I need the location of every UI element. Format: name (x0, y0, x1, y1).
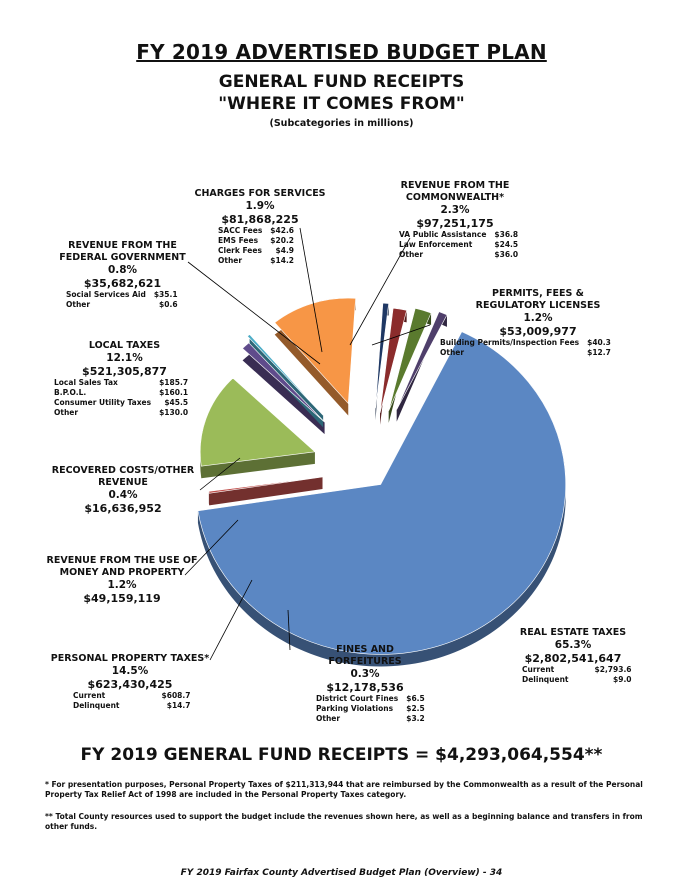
label-amount: $623,430,425 (87, 678, 173, 691)
label-name-2: REGULATORY LICENSES (475, 300, 601, 311)
pie-slice-revenue-from-the-use-of-money-and-property (242, 342, 325, 423)
label-amount: $49,159,119 (83, 592, 161, 605)
pie-slice-side (242, 342, 325, 435)
pie-slice-revenue-from-the-commonwealth (388, 307, 432, 412)
sub-table: District Court Fines $6.5 Parking Violati… (316, 694, 425, 723)
label-name: REAL ESTATE TAXES (519, 627, 627, 638)
label-name-1: REVENUE FROM THE USE OF (46, 555, 198, 566)
leader-line (187, 261, 321, 365)
label-name-2: COMMONWEALTH* (405, 192, 505, 203)
leader-line (209, 579, 253, 661)
label-name: CHARGES FOR SERVICES (194, 188, 326, 199)
label-charges-for-services: CHARGES FOR SERVICES 1.9% $81,868,225 SA… (190, 188, 330, 266)
sub-table: Building Permits/Inspection Fees $40.3 Ot… (440, 338, 611, 357)
label-recovered-costs: RECOVERED COSTS/OTHER REVENUE 0.4% $16,6… (48, 465, 198, 515)
label-amount: $16,636,952 (84, 502, 162, 515)
footnote-1: * For presentation purposes, Personal Pr… (45, 780, 643, 799)
label-amount: $2,802,541,647 (524, 652, 622, 665)
label-amount: $97,251,175 (416, 217, 494, 230)
sub-table: Current $2,793.6 Delinquent $9.0 (522, 665, 632, 684)
label-pct: 0.8% (107, 264, 138, 276)
label-use-of-money: REVENUE FROM THE USE OF MONEY AND PROPER… (42, 555, 202, 605)
pie-slice-real-estate-taxes (197, 331, 566, 655)
pie-slice-local-taxes (274, 297, 356, 405)
label-permits-fees: PERMITS, FEES & REGULATORY LICENSES 1.2%… (438, 288, 638, 358)
label-name-2: MONEY AND PROPERTY (59, 567, 185, 578)
sub-table: VA Public Assistance $36.8 Law Enforcemen… (399, 230, 519, 259)
label-pct: 0.3% (350, 668, 380, 680)
total-receipts: FY 2019 GENERAL FUND RECEIPTS = $4,293,0… (80, 745, 603, 765)
label-amount: $53,009,977 (499, 325, 577, 338)
page-title: FY 2019 ADVERTISED BUDGET PLAN (136, 40, 547, 64)
leader-line (299, 227, 323, 353)
label-name: PERSONAL PROPERTY TAXES* (50, 653, 210, 664)
pie-slice-permits-fees-regulatory-licenses (396, 311, 448, 410)
label-real-estate: REAL ESTATE TAXES 65.3% $2,802,541,647 C… (508, 627, 638, 685)
label-pct: 1.2% (107, 579, 137, 591)
page-footer: FY 2019 Fairfax County Advertised Budget… (180, 868, 503, 878)
label-name: FINES AND FORFEITURES (328, 644, 402, 667)
label-name-2: REVENUE (98, 477, 148, 488)
label-pct: 1.9% (245, 200, 275, 212)
leader-line (184, 519, 239, 576)
leader-line (371, 324, 431, 346)
label-amount: $12,178,536 (326, 681, 404, 694)
leader-line (287, 609, 291, 651)
pie-slice-side (200, 378, 315, 479)
label-amount: $81,868,225 (221, 213, 299, 226)
pie-slice-fines-and-forfeitures (208, 476, 323, 494)
leader-line (349, 237, 411, 346)
footnote-2: ** Total County resources used to suppor… (45, 812, 643, 831)
label-pct: 2.3% (440, 204, 470, 216)
label-name-2: FEDERAL GOVERNMENT (59, 252, 186, 263)
units-note: (Subcategories in millions) (269, 118, 414, 129)
label-pct: 1.2% (523, 312, 553, 324)
pie-slice-charges-for-services (379, 307, 408, 413)
sub-table: Local Sales Tax $185.7 B.P.O.L. $160.1 Con… (54, 378, 189, 417)
label-amount: $521,305,877 (82, 365, 167, 378)
label-name-1: PERMITS, FEES & (492, 288, 584, 299)
label-pct: 0.4% (108, 489, 138, 501)
label-name-1: RECOVERED COSTS/OTHER (51, 465, 195, 476)
label-pct: 12.1% (106, 352, 143, 364)
chart-tagline: "WHERE IT COMES FROM" (218, 94, 465, 114)
pie-slice-revenue-from-the-federal-government (375, 302, 389, 409)
sub-table: SACC Fees $42.6 EMS Fees $20.2 Clerk Fees $… (218, 226, 295, 265)
label-fines-forfeitures: FINES AND FORFEITURES 0.3% $12,178,536 D… (300, 644, 430, 724)
label-local-taxes: LOCAL TAXES 12.1% $521,305,877 Local Sal… (52, 340, 197, 418)
label-name-1: REVENUE FROM THE (68, 240, 177, 251)
label-pct: 14.5% (111, 665, 149, 677)
leader-line (199, 457, 241, 491)
label-name-1: REVENUE FROM THE (400, 180, 510, 191)
label-personal-property: PERSONAL PROPERTY TAXES* 14.5% $623,430,… (45, 653, 215, 711)
label-name: LOCAL TAXES (88, 340, 161, 351)
label-amount: $35,682,621 (83, 277, 162, 290)
sub-table: Social Services Aid $35.1 Other $0.6 (66, 290, 178, 309)
pie-slice-side (208, 476, 323, 506)
chart-subtitle: GENERAL FUND RECEIPTS (218, 72, 465, 92)
label-commonwealth: REVENUE FROM THE COMMONWEALTH* 2.3% $97,… (385, 180, 525, 260)
sub-table: Current $608.7 Delinquent $14.7 (73, 691, 191, 710)
pie-slice-recovered-costs-other-revenue (246, 334, 324, 416)
label-pct: 65.3% (554, 639, 592, 651)
label-federal-government: REVENUE FROM THE FEDERAL GOVERNMENT 0.8%… (50, 240, 195, 310)
pie-slice-personal-property-taxes (199, 377, 316, 467)
